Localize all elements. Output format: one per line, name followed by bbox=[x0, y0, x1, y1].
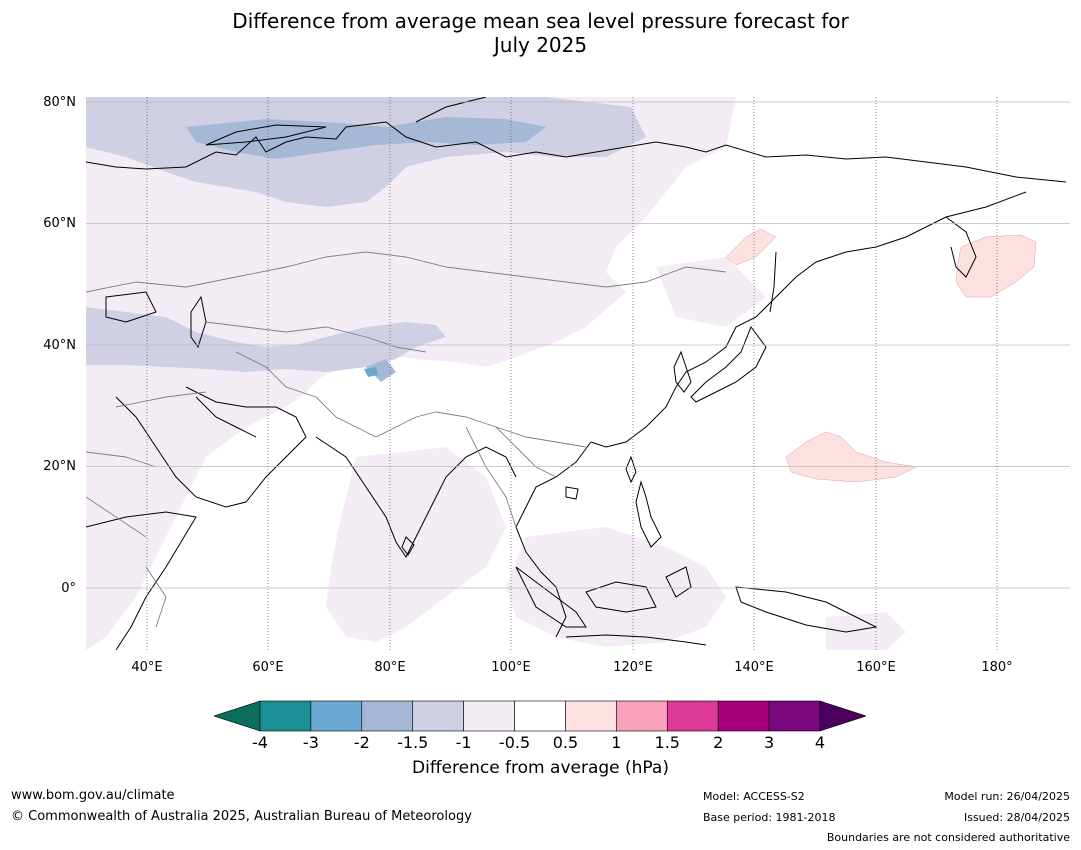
model-run-date: Model run: 26/04/2025 bbox=[944, 790, 1070, 803]
model-name: Model: ACCESS-S2 bbox=[703, 790, 805, 803]
colorbar-title: Difference from average (hPa) bbox=[412, 758, 669, 778]
copyright-text: © Commonwealth of Australia 2025, Austra… bbox=[11, 809, 472, 824]
map-title: Difference from average mean sea level p… bbox=[0, 9, 1081, 57]
lat-label-80n: 80°N bbox=[43, 95, 76, 110]
colorbar-under-arrow bbox=[214, 700, 261, 732]
colorbar-segment bbox=[666, 700, 719, 732]
colorbar-tick-label: -0.5 bbox=[498, 733, 531, 752]
colorbar-segment bbox=[616, 700, 668, 732]
colorbar-segment bbox=[717, 700, 770, 732]
colorbar bbox=[214, 700, 866, 732]
colorbar-tick-label: -1 bbox=[455, 733, 472, 752]
colorbar-tick-label: -2 bbox=[353, 733, 370, 752]
lat-label-60n: 60°N bbox=[43, 216, 76, 231]
lon-label-40e: 40°E bbox=[131, 660, 163, 675]
title-line-2: July 2025 bbox=[493, 33, 588, 57]
colorbar-tick-label: 4 bbox=[814, 733, 826, 752]
lon-label-120e: 120°E bbox=[613, 660, 653, 675]
gridlines bbox=[86, 97, 1070, 650]
colorbar-tick-label: -1.5 bbox=[397, 733, 429, 752]
lon-label-100e: 100°E bbox=[491, 660, 531, 675]
lon-label-160e: 160°E bbox=[856, 660, 896, 675]
colorbar-over-arrow bbox=[819, 700, 866, 732]
colorbar-segment bbox=[514, 700, 566, 732]
website-link[interactable]: www.bom.gov.au/climate bbox=[11, 788, 175, 803]
title-line-1: Difference from average mean sea level p… bbox=[232, 9, 849, 33]
lon-label-60e: 60°E bbox=[252, 660, 284, 675]
colorbar-tick-label: 3 bbox=[763, 733, 775, 752]
colorbar-tick-label: 0.5 bbox=[552, 733, 579, 752]
lon-label-140e: 140°E bbox=[734, 660, 774, 675]
anomaly-shading-weak-positive bbox=[725, 228, 1037, 483]
colorbar-segment bbox=[768, 700, 821, 732]
colorbar-tick-label: 1 bbox=[611, 733, 622, 752]
boundaries-disclaimer: Boundaries are not considered authoritat… bbox=[826, 831, 1070, 844]
base-period: Base period: 1981-2018 bbox=[703, 811, 836, 824]
lat-label-0: 0° bbox=[61, 581, 76, 596]
map-canvas bbox=[86, 97, 1070, 650]
map-panel bbox=[86, 97, 1070, 650]
lat-label-20n: 20°N bbox=[43, 459, 76, 474]
lon-label-180: 180° bbox=[981, 660, 1013, 675]
anomaly-shading-strong-negative bbox=[186, 117, 546, 382]
colorbar-segment bbox=[310, 700, 363, 732]
colorbar-segment bbox=[259, 700, 312, 732]
lat-label-40n: 40°N bbox=[43, 338, 76, 353]
coastlines bbox=[86, 97, 1067, 650]
issued-date: Issued: 28/04/2025 bbox=[963, 811, 1070, 824]
colorbar-tick-label: 1.5 bbox=[654, 733, 680, 752]
colorbar-tick-label: -4 bbox=[252, 733, 268, 752]
colorbar-tick-label: 2 bbox=[713, 733, 724, 752]
country-borders bbox=[86, 251, 727, 628]
colorbar-segment bbox=[361, 700, 414, 732]
colorbar-tick-label: -3 bbox=[302, 733, 319, 752]
colorbar-segment bbox=[565, 700, 617, 732]
lon-label-80e: 80°E bbox=[374, 660, 406, 675]
colorbar-segment bbox=[412, 700, 464, 732]
colorbar-segment bbox=[463, 700, 515, 732]
anomaly-shading-very-strong-negative bbox=[364, 367, 378, 377]
